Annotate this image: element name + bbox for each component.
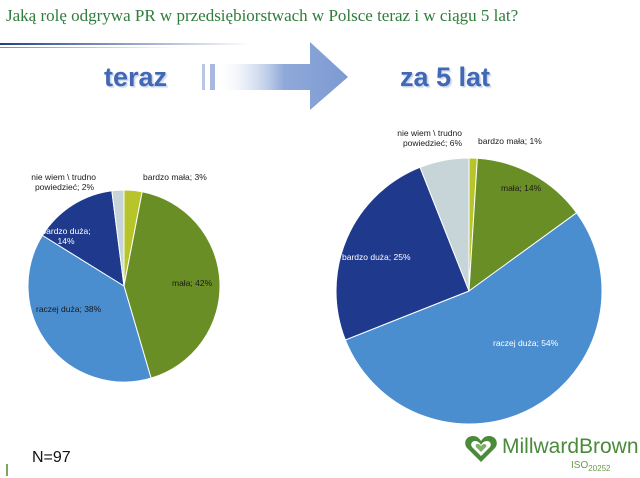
pie-now-slice-nie-wiem [111, 189, 125, 287]
logo-iso-prefix: ISO [571, 460, 589, 471]
data-label-now-mala: mała; 42% [172, 278, 213, 288]
data-label-now-raczej-duza: raczej duża; 38% [36, 304, 102, 314]
pie-later-slice-nie-wiem [419, 157, 470, 292]
data-label-later-nie-wiem-line2: powiedzieć; 6% [403, 138, 463, 148]
page-title: Jaką rolę odgrywa PR w przedsiębiorstwac… [6, 6, 519, 25]
logo-name: MillwardBrown [502, 435, 639, 458]
heading-later: za 5 lat [400, 62, 491, 92]
data-label-now-bardzo-mala: bardzo mała; 3% [143, 172, 207, 182]
pie-later-slice-mala [468, 157, 578, 293]
pie-now-slice-bardzo-duza [41, 190, 125, 287]
data-label-now-bardzo-duza-line1: bardzo duża; [41, 226, 90, 236]
sample-size-note: N=97 [32, 449, 71, 466]
pie-later-slice-bardzo-duza [335, 166, 470, 341]
heart-logo-icon [465, 436, 497, 462]
data-label-later-nie-wiem-line1: nie wiem \ trudno [397, 128, 462, 138]
data-label-later-mala: mała; 14% [501, 183, 542, 193]
title-underline [0, 43, 250, 45]
company-logo: MillwardBrown ISO20252 [462, 432, 639, 474]
pie-chart-now: bardzo mała; 3% mała; 42% raczej duża; 3… [27, 172, 221, 383]
pie-now-slice-raczej-duza [27, 234, 152, 383]
right-arrow-icon [202, 42, 348, 110]
logo-iso: ISO20252 [571, 460, 610, 473]
pie-later-slice-raczej-duza [344, 212, 603, 425]
data-label-now-nie-wiem-line1: nie wiem \ trudno [31, 172, 96, 182]
data-label-now-nie-wiem-line2: powiedzieć; 2% [35, 182, 95, 192]
data-label-later-bardzo-duza: bardzo duża; 25% [342, 252, 411, 262]
title-underline-secondary [0, 47, 180, 48]
corner-mark [6, 464, 8, 476]
pie-now-slice-mala [123, 191, 221, 379]
data-label-later-bardzo-mala: bardzo mała; 1% [478, 136, 542, 146]
pie-chart-later: bardzo mała; 1% mała; 14% raczej duża; 5… [335, 128, 603, 425]
data-label-now-bardzo-duza-line2: 14% [57, 236, 74, 246]
heading-now: teraz [104, 62, 168, 92]
logo-iso-number: 20252 [588, 464, 611, 473]
data-label-later-raczej-duza: raczej duża; 54% [493, 338, 559, 348]
